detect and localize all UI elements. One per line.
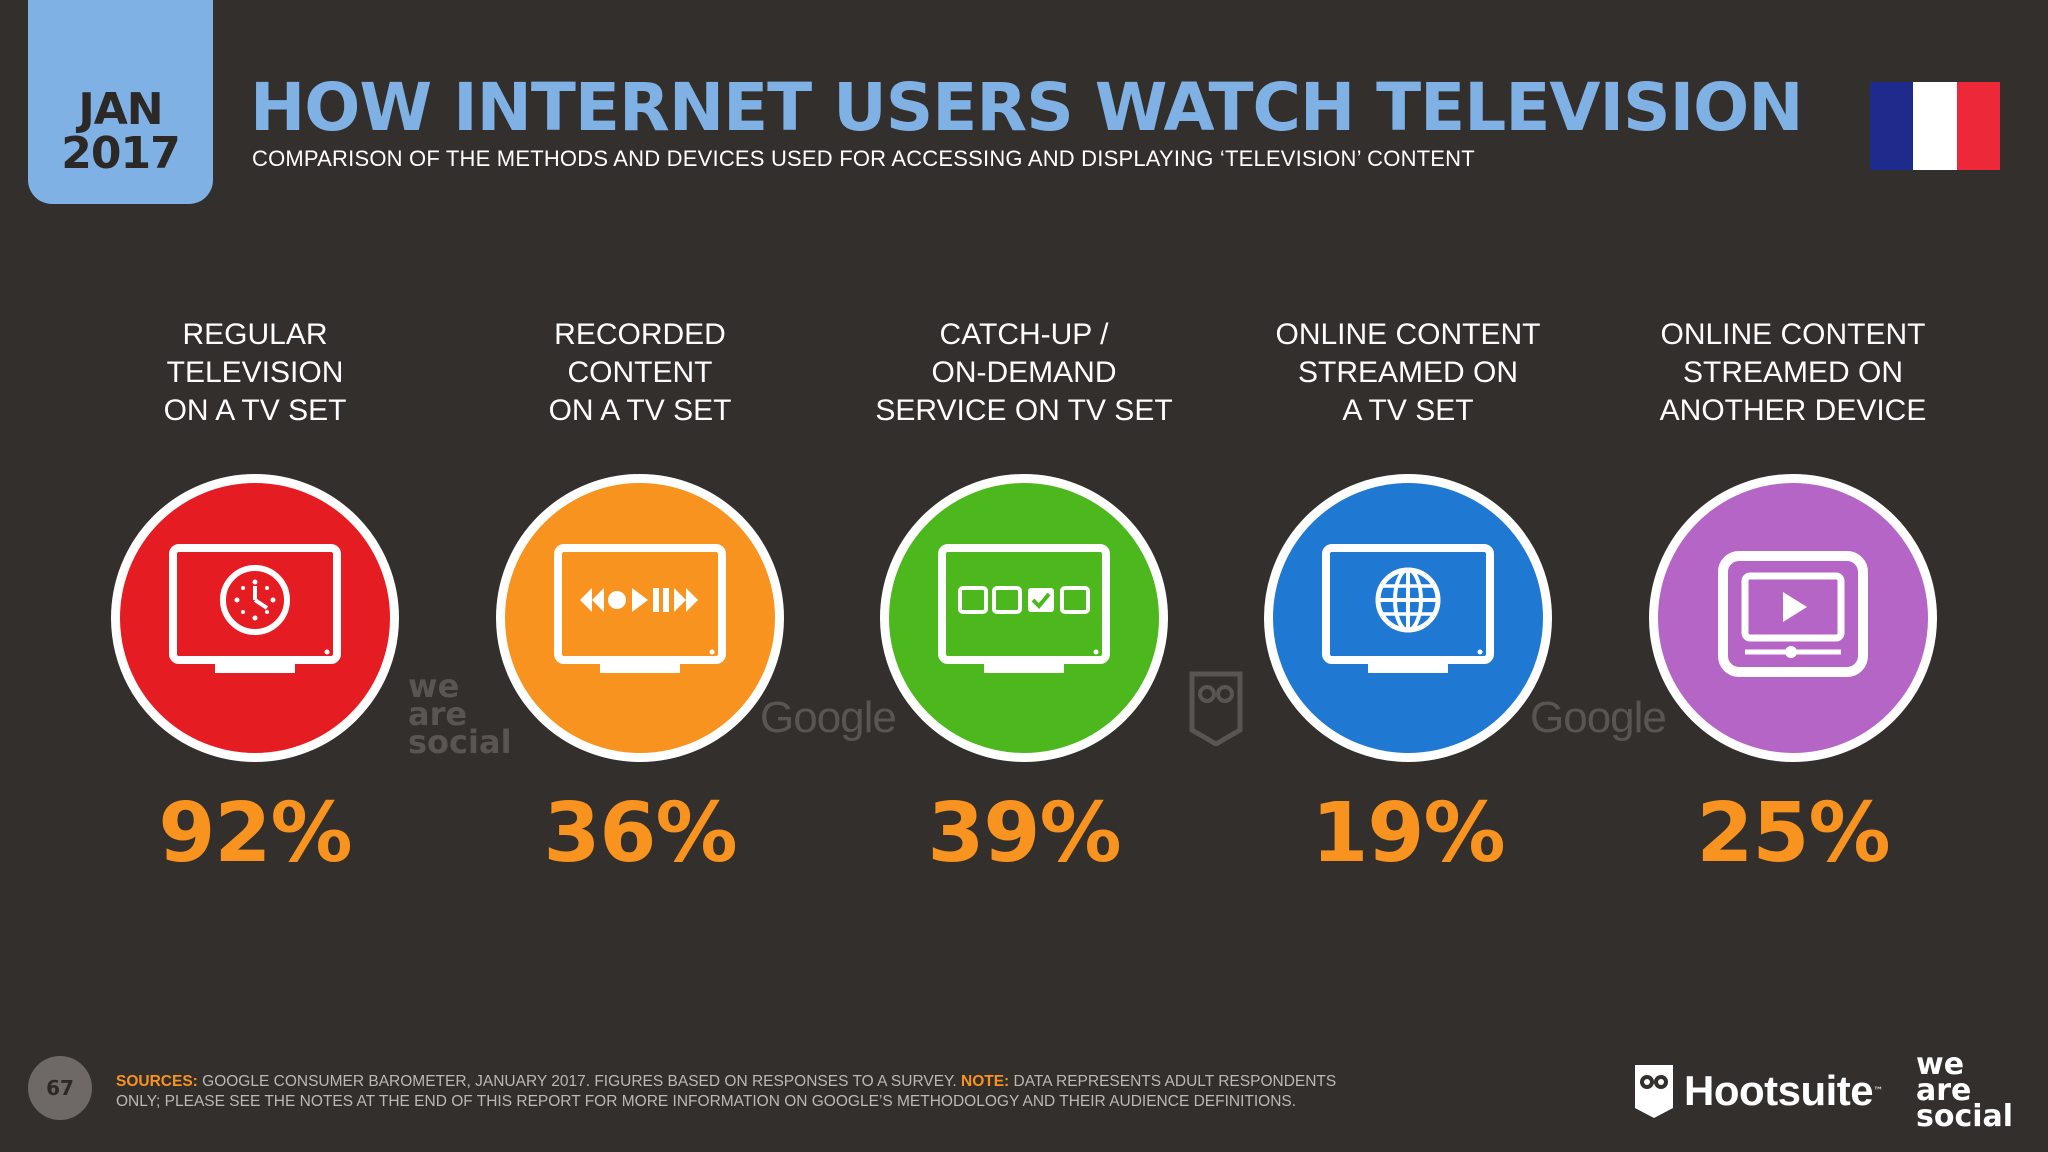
method-circle [1264, 474, 1552, 762]
date-year: 2017 [61, 128, 180, 179]
method-circle [496, 474, 784, 762]
trademark-symbol: ™ [1873, 1085, 1884, 1097]
method-circle [111, 474, 399, 762]
method-percentage: 92% [158, 786, 352, 881]
tv-globe-icon [1322, 544, 1494, 673]
tv-media-controls-icon [554, 544, 726, 673]
method-percentage: 19% [1311, 786, 1505, 881]
sources-label: SOURCES: [116, 1073, 198, 1090]
page-subtitle: COMPARISON OF THE METHODS AND DEVICES US… [252, 146, 1475, 171]
label-line: ON A TV SET [163, 394, 347, 427]
google-watermark: Google [1530, 693, 1667, 742]
france-flag-icon [1870, 82, 2000, 170]
flag-stripe-red [1956, 82, 2000, 170]
note-text: DATA REPRESENTS ADULT RESPONDENTS ONLY; … [116, 1073, 1337, 1110]
label-line: SERVICE ON TV SET [875, 394, 1173, 427]
method-circle [880, 474, 1168, 762]
label-line: CATCH-UP / [939, 318, 1109, 351]
logo-word: we [1916, 1047, 1965, 1082]
logo-word: are [1916, 1073, 1972, 1108]
method-label: CATCH-UP / ON-DEMAND SERVICE ON TV SET [854, 316, 1194, 430]
page-number: 67 [28, 1056, 92, 1120]
tv-checkbox-selection-icon [938, 544, 1110, 673]
method-recorded-content: RECORDED CONTENT ON A TV SET 36% [470, 316, 810, 881]
tv-clock-icon [169, 544, 341, 673]
hootsuite-wordmark: Hootsuite [1684, 1067, 1874, 1114]
method-percentage: 39% [927, 786, 1121, 881]
label-line: ON A TV SET [548, 394, 732, 427]
hootsuite-logo: Hootsuite ™ [1632, 1062, 1883, 1120]
method-online-streamed-tv: ONLINE CONTENT STREAMED ON A TV SET 19% [1238, 316, 1578, 881]
we-are-social-watermark: we are social [408, 667, 512, 761]
label-line: ONLINE CONTENT [1275, 318, 1541, 351]
flag-stripe-white [1913, 82, 1957, 170]
label-line: ONLINE CONTENT [1660, 318, 1926, 351]
date-month: JAN [78, 84, 163, 135]
flag-stripe-blue [1870, 82, 1914, 170]
label-line: STREAMED ON [1682, 356, 1904, 389]
sources-note: SOURCES: GOOGLE CONSUMER BAROMETER, JANU… [116, 1072, 1356, 1112]
method-catch-up-on-demand: CATCH-UP / ON-DEMAND SERVICE ON TV SET 3… [854, 316, 1194, 881]
label-line: TELEVISION [166, 356, 344, 389]
method-circle [1649, 474, 1937, 762]
method-regular-tv: REGULAR TELEVISION ON A TV SET 92% [85, 316, 425, 881]
watermark-word: are [408, 695, 468, 733]
note-label: NOTE: [961, 1073, 1010, 1090]
method-online-streamed-other-device: ONLINE CONTENT STREAMED ON ANOTHER DEVIC… [1623, 316, 1963, 881]
method-label: ONLINE CONTENT STREAMED ON ANOTHER DEVIC… [1623, 316, 1963, 430]
label-line: REGULAR [182, 318, 328, 351]
hootsuite-owl-watermark-icon [1189, 671, 1243, 746]
hootsuite-owl-icon [1635, 1065, 1673, 1118]
label-line: RECORDED [554, 318, 726, 351]
label-line: STREAMED ON [1297, 356, 1519, 389]
method-label: RECORDED CONTENT ON A TV SET [470, 316, 810, 430]
method-label: ONLINE CONTENT STREAMED ON A TV SET [1238, 316, 1578, 430]
date-badge: JAN 2017 [28, 0, 213, 204]
label-line: ON-DEMAND [931, 356, 1117, 389]
logo-word: social [1916, 1099, 2014, 1134]
device-video-play-icon [1718, 551, 1868, 677]
method-percentage: 36% [543, 786, 737, 881]
google-watermark: Google [760, 693, 897, 742]
watermark-word: we [408, 667, 460, 705]
sources-text: GOOGLE CONSUMER BAROMETER, JANUARY 2017.… [197, 1073, 961, 1090]
we-are-social-logo: we are social [1916, 1047, 2014, 1134]
method-percentage: 25% [1696, 786, 1890, 881]
page-title: HOW INTERNET USERS WATCH TELEVISION [250, 69, 1803, 146]
label-line: CONTENT [567, 356, 713, 389]
method-label: REGULAR TELEVISION ON A TV SET [85, 316, 425, 430]
watermark-word: social [408, 723, 512, 761]
label-line: ANOTHER DEVICE [1659, 394, 1927, 427]
label-line: A TV SET [1342, 394, 1474, 427]
